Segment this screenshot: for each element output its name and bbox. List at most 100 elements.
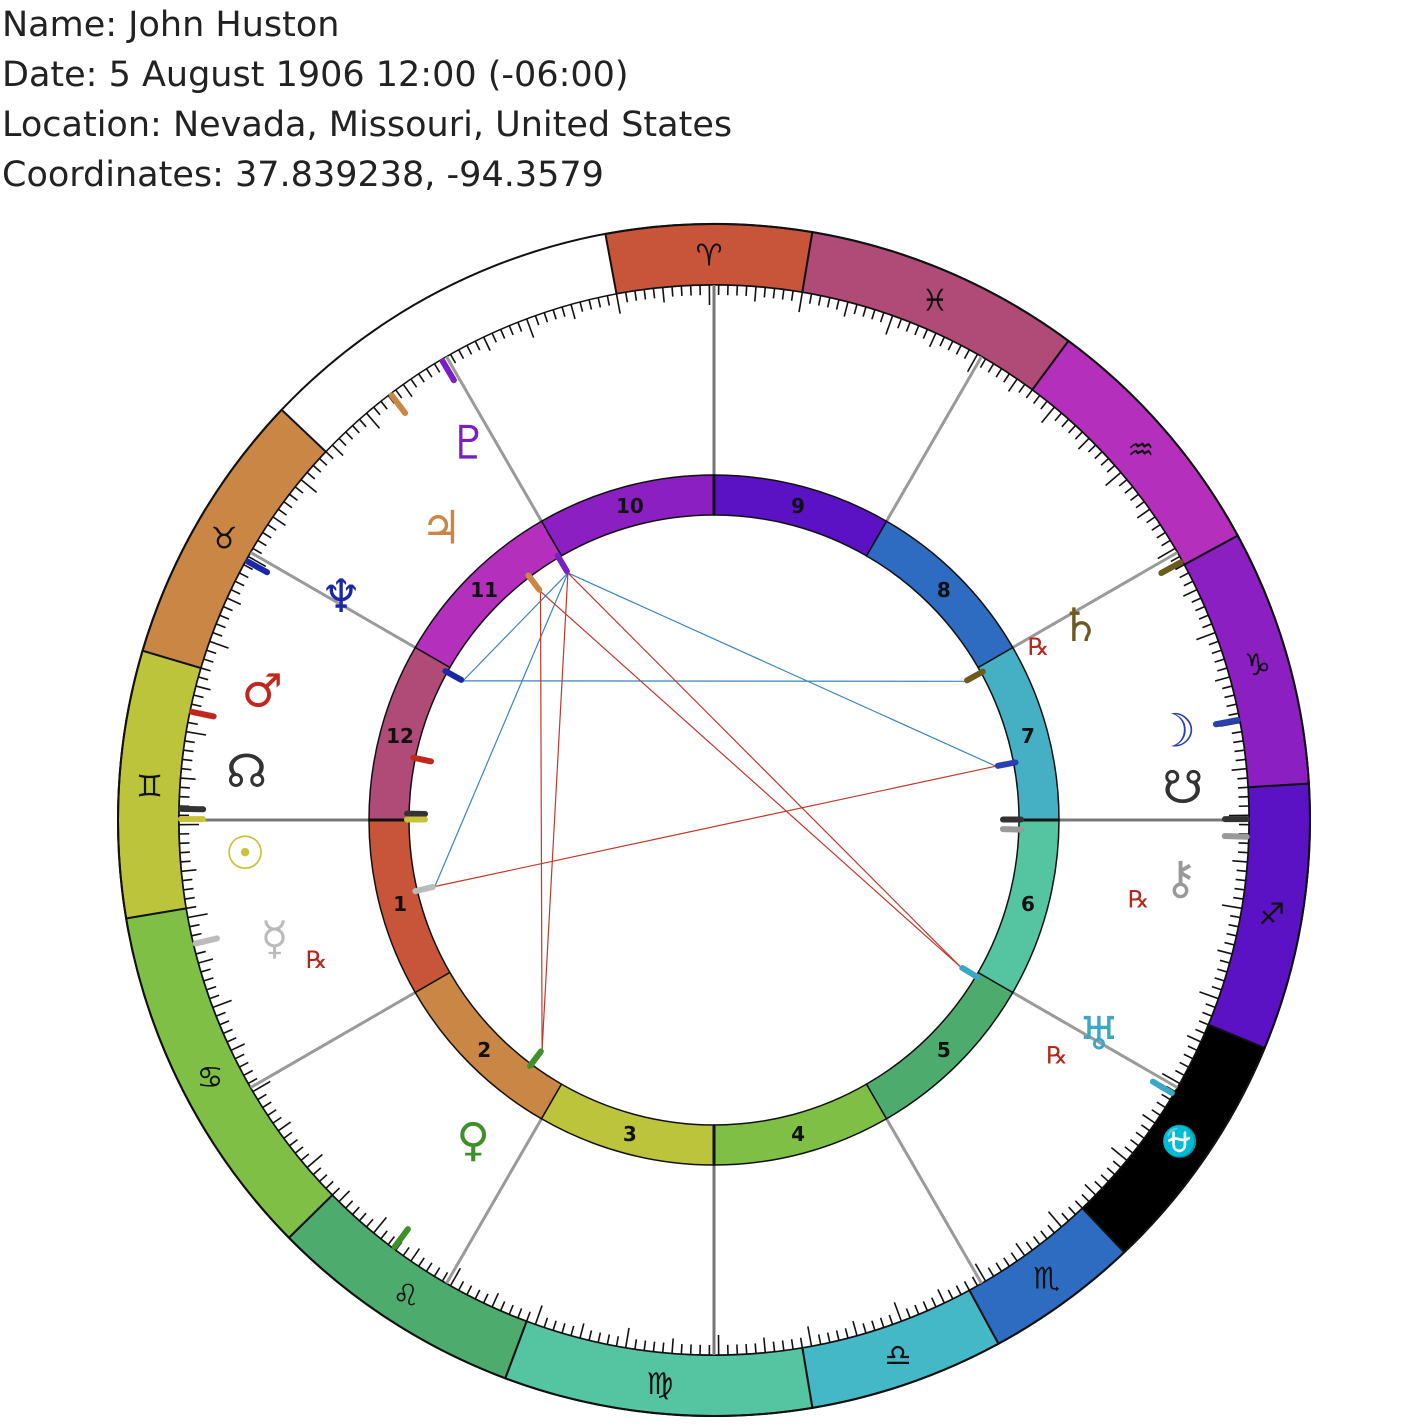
- degree-tick: [1010, 1252, 1018, 1262]
- degree-tick: [817, 295, 822, 306]
- degree-tick: [1237, 786, 1249, 789]
- degree-tick: [543, 1317, 549, 1328]
- degree-tick: [358, 1212, 367, 1222]
- degree-tick: [331, 444, 344, 457]
- degree-tick: [257, 539, 267, 547]
- degree-tick: [1226, 703, 1237, 708]
- degree-tick: [579, 301, 584, 312]
- degree-tick: [1199, 991, 1219, 1000]
- degree-tick: [289, 1138, 298, 1147]
- scorpio-sign-glyph: ♏: [1033, 1261, 1060, 1296]
- degree-tick: [922, 1301, 929, 1311]
- house-11-label: 11: [470, 578, 498, 602]
- degree-tick: [499, 329, 506, 339]
- degree-tick: [247, 1077, 258, 1085]
- degree-tick: [1087, 444, 1097, 453]
- retrograde-label: ℞: [1046, 1041, 1068, 1069]
- house-12-label: 12: [386, 724, 414, 748]
- pisces-sign-glyph: ♓: [922, 283, 949, 318]
- degree-tick: [552, 309, 557, 320]
- degree-tick: [680, 1343, 683, 1355]
- degree-tick: [182, 758, 193, 762]
- capricorn-sign-glyph: ♑: [1244, 648, 1271, 683]
- degree-tick: [1130, 1138, 1139, 1147]
- degree-tick: [449, 353, 457, 364]
- degree-tick: [790, 1339, 794, 1350]
- degree-tick: [1157, 547, 1176, 560]
- degree-tick: [365, 412, 381, 429]
- degree-tick: [1208, 640, 1219, 646]
- degree-tick: [182, 878, 193, 882]
- degree-tick: [624, 1327, 630, 1348]
- degree-tick: [1226, 932, 1237, 937]
- house-cusp-line: [445, 1118, 543, 1285]
- degree-tick: [410, 378, 418, 388]
- degree-tick: [871, 309, 876, 320]
- degree-tick: [1236, 869, 1247, 873]
- neptune-inner-marker: [442, 668, 465, 683]
- degree-tick: [277, 1121, 292, 1132]
- degree-tick: [257, 1093, 267, 1101]
- degree-tick: [579, 1323, 585, 1339]
- virgo-sign-glyph: ♍: [646, 1367, 673, 1402]
- degree-tick: [974, 1263, 987, 1282]
- degree-tick: [1032, 1236, 1041, 1245]
- degree-tick: [1228, 923, 1239, 928]
- degree-tick: [215, 623, 226, 629]
- degree-tick: [1074, 1200, 1083, 1209]
- degree-tick: [387, 1236, 396, 1245]
- house-cusp-line: [1012, 991, 1179, 1089]
- degree-tick: [561, 306, 566, 317]
- degree-tick: [852, 1320, 858, 1336]
- mars-outer-marker: [189, 708, 217, 720]
- degree-tick: [184, 740, 195, 744]
- degree-tick: [1231, 730, 1242, 735]
- retrograde-label: ℞: [1028, 633, 1050, 661]
- degree-tick: [1202, 623, 1213, 629]
- degree-tick: [1237, 777, 1248, 780]
- degree-tick: [862, 1323, 867, 1334]
- degree-tick: [183, 887, 194, 891]
- degree-tick: [893, 1302, 903, 1322]
- jupiter-glyph: ♃: [421, 500, 462, 554]
- house-4-label: 4: [791, 1122, 805, 1146]
- degree-tick: [203, 977, 214, 982]
- degree-tick: [826, 297, 831, 308]
- degree-tick: [652, 288, 656, 299]
- degree-tick: [1003, 1257, 1010, 1267]
- degree-tick: [1170, 555, 1181, 563]
- degree-tick: [425, 1262, 433, 1272]
- degree-tick: [1214, 658, 1225, 663]
- mars-inner-marker: [410, 754, 435, 765]
- aspect-line: [567, 572, 997, 767]
- degree-tick: [351, 425, 360, 434]
- degree-tick: [195, 950, 206, 955]
- pluto-glyph: ♇: [448, 416, 489, 470]
- degree-tick: [615, 1336, 620, 1347]
- degree-tick: [226, 597, 242, 606]
- degree-tick: [588, 1330, 593, 1341]
- degree-tick: [1018, 383, 1026, 394]
- degree-tick: [843, 301, 849, 317]
- aspect-line: [434, 765, 997, 888]
- pluto-outer-marker: [439, 358, 457, 384]
- degree-tick: [1205, 1003, 1216, 1009]
- degree-tick: [300, 479, 318, 494]
- degree-tick: [466, 1285, 473, 1295]
- degree-tick: [331, 1187, 341, 1196]
- degree-tick: [243, 564, 254, 571]
- degree-tick: [1118, 479, 1128, 487]
- degree-tick: [294, 486, 304, 494]
- degree-tick: [1061, 418, 1070, 428]
- house-cusp-line: [1012, 551, 1179, 649]
- degree-tick: [200, 667, 211, 672]
- degree-tick: [1054, 412, 1063, 422]
- degree-tick: [223, 605, 233, 612]
- degree-tick: [289, 493, 298, 502]
- zodiac-ring: ♈ ♓ ♒ ♑ ♐ ⛎ ♏ ♎ ♍ ♌ ♋ ♊ ♉: [117, 223, 1311, 1418]
- degree-tick: [458, 349, 465, 360]
- house-6-label: 6: [1021, 892, 1035, 916]
- degree-tick: [817, 1334, 822, 1345]
- degree-tick: [184, 896, 195, 900]
